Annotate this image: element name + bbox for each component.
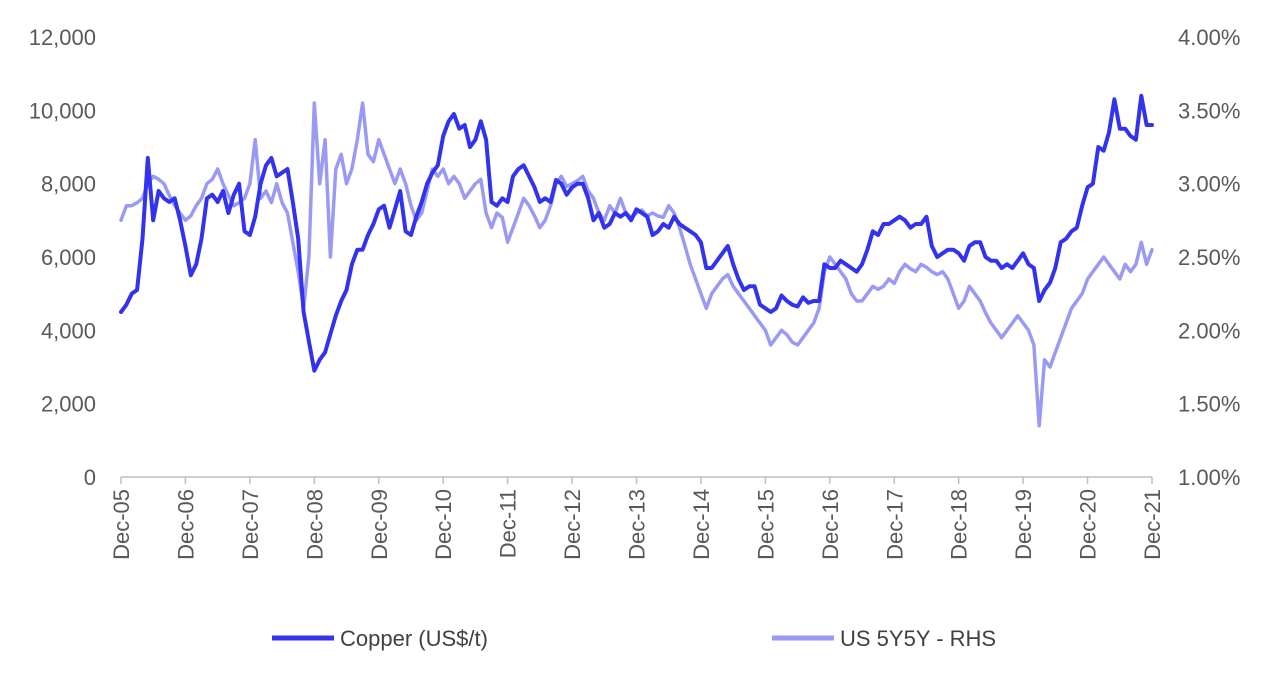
x-tick-label: Dec-07 xyxy=(238,489,263,560)
y-right-tick-label: 3.00% xyxy=(1178,172,1240,197)
y-left-tick-label: 12,000 xyxy=(29,25,96,50)
y-left-tick-label: 8,000 xyxy=(41,172,96,197)
x-tick-label: Dec-08 xyxy=(302,489,327,560)
legend-label-us-5y5y: US 5Y5Y - RHS xyxy=(840,626,996,651)
x-tick-label: Dec-12 xyxy=(560,489,585,560)
legend-label-copper: Copper (US$/t) xyxy=(340,626,488,651)
x-tick-label: Dec-14 xyxy=(689,489,714,560)
y-axis-left: 0 2,000 4,000 6,000 8,000 10,000 12,000 xyxy=(29,25,96,490)
x-tick-label: Dec-17 xyxy=(882,489,907,560)
x-tick-label: Dec-15 xyxy=(753,489,778,560)
y-right-tick-label: 1.50% xyxy=(1178,392,1240,417)
x-tick-label: Dec-06 xyxy=(173,489,198,560)
x-tick-label: Dec-10 xyxy=(431,489,456,560)
x-tick-label: Dec-16 xyxy=(818,489,843,560)
y-left-tick-label: 10,000 xyxy=(29,98,96,123)
y-right-tick-label: 2.00% xyxy=(1178,318,1240,343)
x-tick-label: Dec-21 xyxy=(1140,489,1165,560)
x-tick-label: Dec-09 xyxy=(367,489,392,560)
x-tick-label: Dec-18 xyxy=(947,489,972,560)
plot-area xyxy=(119,93,1154,484)
legend-item-copper: Copper (US$/t) xyxy=(272,626,488,651)
y-axis-right: 1.00% 1.50% 2.00% 2.50% 3.00% 3.50% 4.00% xyxy=(1178,25,1240,490)
x-tick-label: Dec-19 xyxy=(1011,489,1036,560)
y-right-tick-label: 1.00% xyxy=(1178,465,1240,490)
x-axis-ticks xyxy=(120,477,1153,484)
y-left-tick-label: 0 xyxy=(84,465,96,490)
x-tick-label: Dec-05 xyxy=(109,489,134,560)
series-layer xyxy=(119,93,1154,428)
y-left-tick-label: 2,000 xyxy=(41,392,96,417)
x-tick-label: Dec-13 xyxy=(625,489,650,560)
x-tick-label: Dec-20 xyxy=(1076,489,1101,560)
x-axis: Dec-05 Dec-06 Dec-07 Dec-08 Dec-09 Dec-10 Dec-… xyxy=(109,489,1165,560)
y-left-tick-label: 6,000 xyxy=(41,245,96,270)
y-right-tick-label: 4.00% xyxy=(1178,25,1240,50)
y-right-tick-label: 3.50% xyxy=(1178,98,1240,123)
y-left-tick-label: 4,000 xyxy=(41,318,96,343)
legend: Copper (US$/t) US 5Y5Y - RHS xyxy=(272,626,996,651)
x-tick-label: Dec-11 xyxy=(496,489,521,558)
y-right-tick-label: 2.50% xyxy=(1178,245,1240,270)
series-line-copper xyxy=(119,93,1154,373)
legend-item-us-5y5y: US 5Y5Y - RHS xyxy=(772,626,996,651)
